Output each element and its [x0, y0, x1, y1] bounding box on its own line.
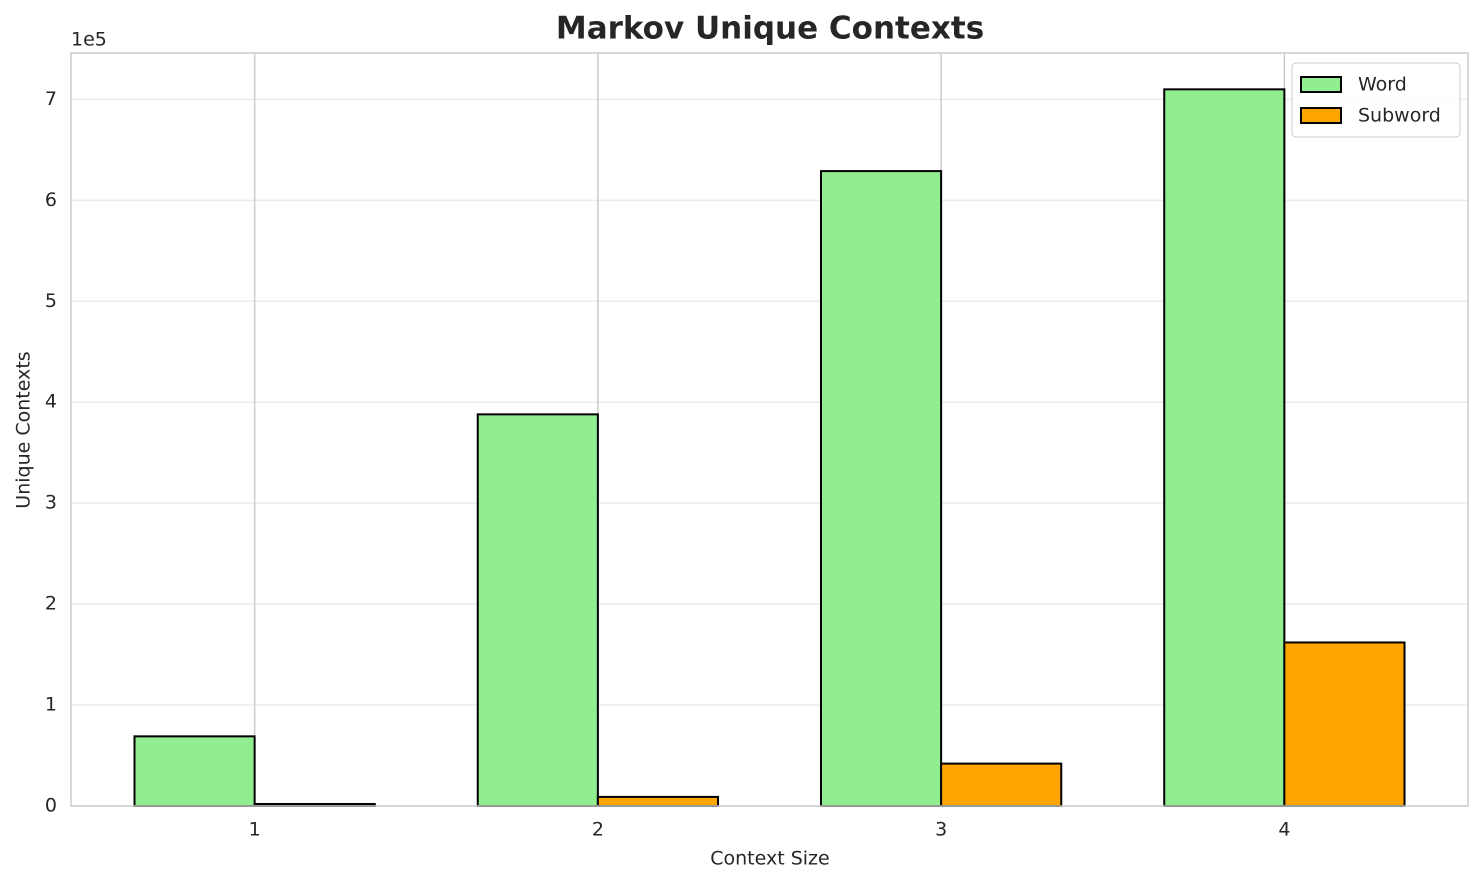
y-tick-label: 2 [45, 593, 57, 615]
x-tick-label: 1 [249, 819, 261, 841]
plot-frame [70, 52, 1469, 807]
y-offset-label: 1e5 [71, 29, 107, 51]
y-axis-label: Unique Contexts [13, 351, 35, 508]
legend: Word Subword [1291, 62, 1461, 138]
y-tick-label: 1 [45, 694, 57, 716]
bar [476, 413, 599, 807]
chart-title: Markov Unique Contexts [556, 11, 984, 47]
legend-swatch [1300, 76, 1342, 93]
bar [1283, 641, 1406, 808]
bar [133, 735, 256, 807]
x-tick-label: 3 [935, 819, 947, 841]
y-tick-label: 5 [45, 290, 57, 312]
y-tick-label: 7 [45, 88, 57, 110]
y-tick-label: 3 [45, 492, 57, 514]
x-tick-label: 4 [1278, 819, 1290, 841]
legend-label: Subword [1358, 105, 1441, 127]
y-tick-label: 4 [45, 391, 57, 413]
bar [819, 170, 943, 808]
x-tick-label: 2 [592, 819, 604, 841]
y-tick-label: 0 [45, 795, 57, 817]
bar [1163, 88, 1286, 807]
legend-swatch [1300, 107, 1342, 124]
y-tick-label: 6 [45, 189, 57, 211]
bar [596, 795, 720, 807]
legend-label: Word [1358, 74, 1407, 96]
bar [940, 762, 1063, 807]
x-axis-label: Context Size [710, 848, 829, 870]
